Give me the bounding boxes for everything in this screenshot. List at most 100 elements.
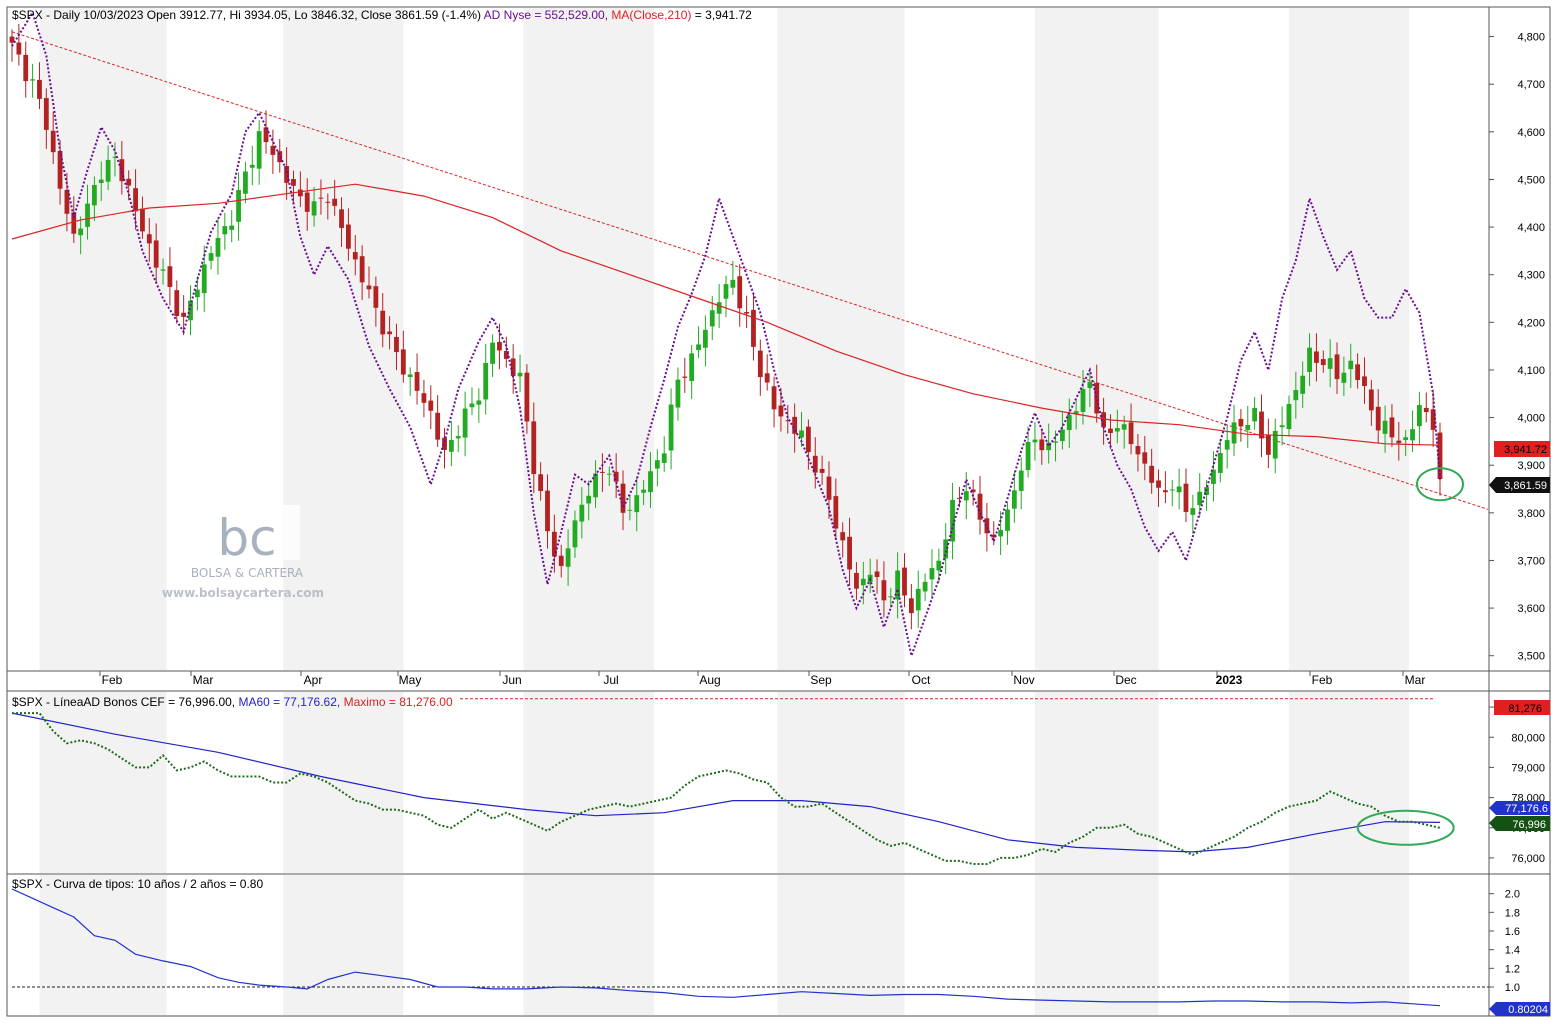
- curve-line: [11, 888, 1441, 1007]
- watermark-url: www.bolsaycartera.com: [162, 586, 324, 600]
- month-bands: [39, 8, 1410, 1015]
- candle-body: [78, 228, 84, 236]
- candle-body: [675, 379, 681, 408]
- tag-close-text: 3,861.59: [1504, 480, 1547, 492]
- candle-body: [826, 476, 832, 500]
- panel-frames: [6, 6, 1551, 1017]
- y-tick-label: 1.6: [1505, 926, 1520, 938]
- candle-body: [1025, 441, 1031, 471]
- candle-body: [270, 145, 276, 155]
- y-tick-label: 3,500: [1517, 651, 1545, 663]
- y-tick-label: 3,900: [1517, 460, 1545, 472]
- candle-body: [153, 240, 159, 268]
- candle-body: [785, 420, 791, 422]
- candle-body: [243, 171, 248, 194]
- candle-body: [874, 571, 880, 577]
- candle-body: [613, 471, 619, 482]
- watermark-logo: bc: [217, 509, 276, 567]
- candle-body: [352, 252, 358, 260]
- candle-body: [654, 460, 660, 469]
- candle-body: [709, 310, 715, 327]
- candle-body: [332, 198, 338, 206]
- candle-body: [1279, 425, 1285, 428]
- candle-body: [1108, 428, 1113, 433]
- x-tick-label: May: [399, 673, 422, 687]
- ma60-line: [11, 712, 1441, 853]
- tag-ad-max: [1494, 700, 1550, 715]
- candle-body: [908, 598, 914, 614]
- candle-body: [297, 189, 303, 197]
- candle-body: [167, 266, 173, 287]
- value-tags: 3,941.72 3,861.59 81,276 77,176.6 76,996…: [1489, 441, 1550, 1016]
- candle-body: [970, 489, 976, 493]
- y-tick-label: 3,600: [1517, 603, 1545, 615]
- candle-body: [957, 497, 962, 499]
- candle-body: [1190, 508, 1196, 515]
- ad-bonds-line: [12, 712, 1441, 865]
- candle-body: [1307, 347, 1312, 372]
- candle-body: [1259, 411, 1264, 439]
- candle-body: [538, 474, 544, 492]
- tag-ad-max-text: 81,276: [1508, 703, 1542, 715]
- ad-header-prefix: $SPX - LíneaAD Bonos CEF = 76,996.00,: [12, 695, 235, 709]
- y-tick-label: 4,000: [1517, 413, 1545, 425]
- candle-body: [778, 405, 784, 417]
- candle-body: [593, 473, 598, 498]
- candle-body: [497, 341, 502, 351]
- candle-body: [977, 493, 983, 520]
- tag-ad-value-text: 76,996: [1512, 819, 1546, 831]
- candle-body: [387, 331, 392, 335]
- candle-body: [1286, 403, 1292, 430]
- candle-body: [1300, 375, 1306, 394]
- candle-body: [620, 483, 626, 513]
- candle-body: [572, 520, 578, 548]
- x-tick-label: Jun: [502, 673, 521, 687]
- candle-body: [963, 491, 969, 501]
- month-band: [283, 692, 404, 873]
- candle-body: [771, 386, 777, 410]
- candle-body: [215, 237, 221, 257]
- candle-body: [1403, 437, 1409, 440]
- tag-close: [1489, 477, 1550, 493]
- month-band: [1288, 875, 1410, 1015]
- month-band: [523, 875, 654, 1015]
- curve-header: $SPX - Curva de tipos: 10 años / 2 años …: [12, 877, 263, 891]
- main-header: $SPX - Daily 10/03/2023 Open 3912.77, Hi…: [12, 8, 752, 22]
- candle-body: [208, 253, 214, 261]
- candle-body: [881, 580, 887, 601]
- y-tick-label: 1.2: [1505, 963, 1520, 975]
- candle-body: [346, 224, 351, 249]
- candle-body: [366, 285, 372, 290]
- candle-body: [517, 372, 523, 377]
- month-band: [39, 692, 167, 873]
- candle-body: [510, 358, 516, 377]
- candle-body: [840, 532, 846, 541]
- candle-body: [188, 300, 193, 321]
- candle-body: [730, 279, 736, 288]
- candle-body: [641, 489, 647, 493]
- candle-body: [421, 393, 427, 403]
- candle-body: [854, 572, 859, 589]
- candle-body: [98, 179, 104, 184]
- candle-body: [57, 151, 63, 189]
- candle-body: [1265, 434, 1271, 455]
- candle-body: [1437, 432, 1443, 480]
- y-tick-label: 79,000: [1511, 762, 1545, 774]
- candle-body: [606, 473, 612, 475]
- candle-body: [922, 581, 928, 592]
- candle-body: [545, 490, 550, 532]
- candle-body: [1217, 452, 1223, 473]
- candle-body: [792, 416, 798, 434]
- candle-body: [668, 404, 674, 451]
- candle-body: [1362, 376, 1367, 386]
- candle-body: [1334, 354, 1340, 380]
- candle-body: [400, 349, 406, 375]
- candle-body: [1382, 420, 1388, 434]
- candle-body: [696, 344, 701, 351]
- candle-body: [558, 555, 564, 566]
- candle-body: [1417, 405, 1422, 427]
- candle-body: [236, 190, 241, 222]
- candle-body: [1046, 442, 1052, 451]
